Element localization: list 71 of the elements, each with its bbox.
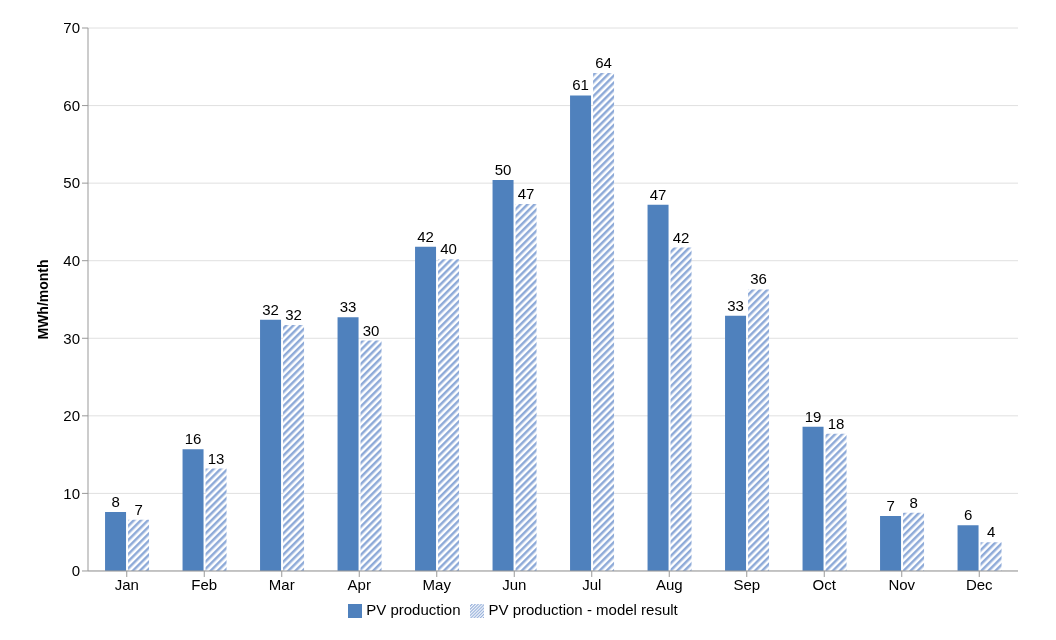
bar (570, 95, 592, 571)
data-label: 30 (362, 321, 380, 339)
data-label: 18 (827, 414, 845, 432)
bar (182, 449, 204, 571)
x-tick-label: Jan (114, 575, 139, 593)
bar (515, 204, 537, 571)
legend-label: PV production - model result (488, 600, 678, 618)
x-tick-label: Apr (347, 575, 371, 593)
data-label: 61 (572, 76, 589, 94)
bar (647, 204, 669, 571)
x-tick-label: Jun (502, 575, 527, 593)
bar (105, 512, 127, 571)
data-label: 7 (134, 500, 143, 518)
x-tick-label: Jul (582, 575, 602, 593)
legend-label: PV production (366, 600, 461, 618)
y-tick-label: 40 (63, 252, 80, 270)
data-label: 33 (339, 298, 357, 316)
x-tick-label: May (422, 575, 452, 593)
bar (825, 433, 847, 571)
data-label: 40 (440, 240, 457, 258)
bar (725, 315, 747, 571)
x-tick-label: Mar (268, 575, 295, 593)
bar (748, 289, 770, 571)
data-label: 8 (111, 493, 120, 511)
y-tick-label: 0 (71, 562, 80, 580)
bar (957, 525, 979, 571)
y-tick-label: 70 (63, 19, 80, 37)
bar (205, 468, 227, 571)
x-tick-label: Dec (965, 575, 994, 593)
data-label: 32 (262, 300, 279, 318)
bar (670, 247, 692, 571)
bar (337, 317, 359, 571)
data-label: 33 (727, 296, 744, 314)
y-axis-title: MWh/month (34, 259, 51, 340)
y-tick-label: 50 (63, 174, 80, 192)
bar (903, 512, 925, 571)
bar (980, 542, 1002, 571)
x-tick-label: Feb (191, 575, 218, 593)
data-label: 47 (517, 185, 535, 203)
data-label: 19 (804, 407, 822, 425)
x-tick-label: Oct (812, 575, 837, 593)
data-label: 50 (494, 161, 512, 179)
bar (360, 340, 382, 571)
data-label: 13 (207, 449, 225, 467)
bar (415, 246, 437, 571)
data-label: 32 (285, 306, 302, 324)
bar (492, 180, 514, 571)
bar (128, 519, 150, 571)
data-label: 36 (750, 270, 767, 288)
data-label: 4 (986, 523, 996, 541)
bar (438, 259, 460, 571)
x-tick-label: Nov (888, 575, 916, 593)
data-label: 47 (649, 185, 667, 203)
data-label: 8 (909, 493, 918, 511)
data-label: 42 (417, 227, 434, 245)
bar (283, 325, 305, 571)
data-label: 42 (672, 228, 690, 246)
x-tick-label: Aug (655, 575, 683, 593)
y-tick-label: 20 (63, 407, 80, 425)
bar (880, 515, 902, 571)
data-label: 6 (963, 506, 973, 524)
x-tick-label: Sep (733, 575, 761, 593)
bar (593, 72, 615, 571)
y-tick-label: 30 (63, 329, 80, 347)
bar (260, 319, 282, 571)
data-label: 7 (886, 496, 895, 514)
bar (802, 426, 824, 571)
y-tick-label: 10 (63, 484, 80, 502)
data-label: 16 (184, 430, 202, 448)
data-label: 64 (595, 53, 612, 71)
y-tick-label: 60 (63, 96, 80, 114)
